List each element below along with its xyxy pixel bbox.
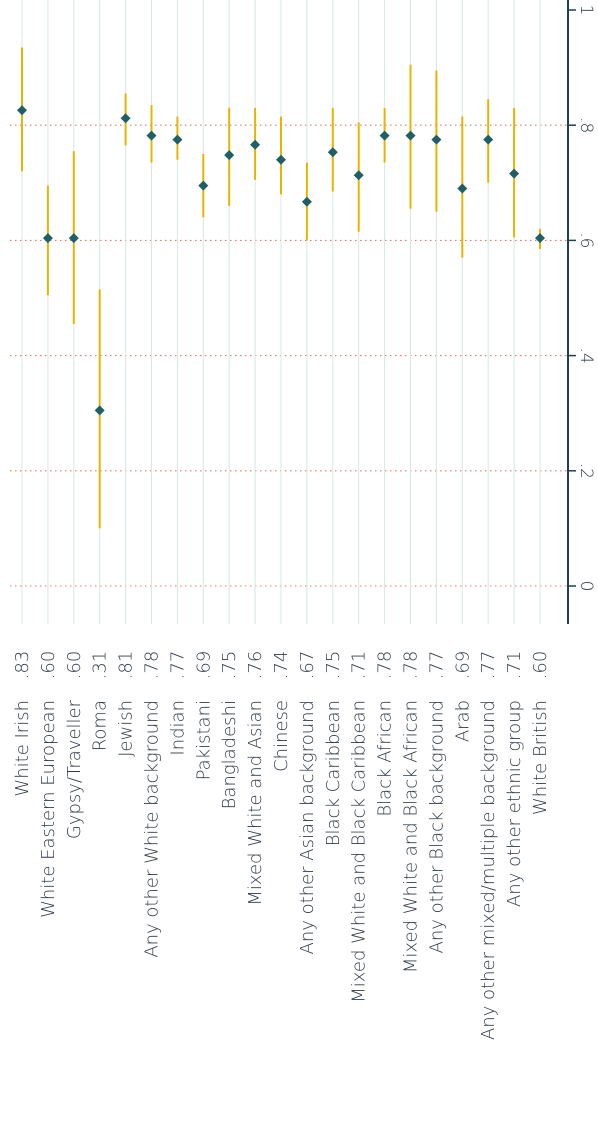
value-label-15: .78 [401,651,422,680]
value-tick-label-3: .6 [576,232,596,248]
point-7 [198,180,209,191]
category-label-1: White Eastern European [38,700,59,918]
point-13 [353,170,364,181]
category-label-10: Chinese [271,700,292,772]
value-label-9: .76 [245,651,266,680]
point-4 [120,113,131,124]
value-tick-label-4: .8 [576,117,596,133]
category-label-0: White Irish [12,700,33,797]
point-19 [509,168,520,179]
point-estimates [17,105,545,416]
category-label-3: Roma [90,700,111,751]
category-label-17: Arab [452,700,473,742]
category-label-14: Black African [375,700,396,817]
value-tick-label-2: .4 [576,347,596,363]
value-tick-label-1: .2 [576,463,596,479]
value-label-2: .60 [64,651,85,680]
value-label-7: .69 [193,651,214,680]
point-0 [17,105,27,116]
category-label-8: Bangladeshi [219,700,240,809]
category-label-19: Any other ethnic group [504,700,525,907]
value-label-16: .77 [426,651,447,680]
value-label-17: .69 [452,651,473,680]
point-2 [68,233,79,244]
point-3 [94,405,105,416]
point-5 [146,130,157,141]
value-label-13: .71 [349,651,370,680]
value-label-1: .60 [38,651,59,680]
point-11 [301,196,312,207]
category-label-11: Any other Asian background [297,700,318,954]
value-label-6: .77 [167,651,188,680]
point-8 [224,150,235,161]
value-label-8: .75 [219,651,240,680]
category-label-15: Mixed White and Black African [401,700,422,973]
category-label-13: Mixed White and Black Caribbean [349,700,370,1003]
point-16 [431,134,442,145]
point-17 [457,183,468,194]
value-label-4: .81 [116,651,137,680]
value-gridlines [10,124,568,587]
category-label-9: Mixed White and Asian [245,700,266,906]
point-6 [172,134,183,145]
category-label-16: Any other Black background [426,700,447,953]
point-20 [535,233,545,244]
category-label-7: Pakistani [193,700,214,780]
value-labels: .83.60.60.31.81.78.77.69.75.76.74.67.75.… [12,651,551,680]
value-tick-label-0: 0 [576,581,596,592]
category-labels: White Irish White Eastern European Gypsy/T… [12,699,551,1040]
value-label-19: .71 [504,651,525,680]
value-label-20: .60 [530,651,551,680]
value-label-0: .83 [12,651,33,680]
point-12 [327,147,338,158]
point-18 [483,134,494,145]
category-label-4: Jewish [116,700,137,757]
value-label-3: .31 [90,651,111,680]
category-label-2: Gypsy/Traveller [64,699,85,839]
point-10 [276,154,286,165]
value-label-5: .78 [142,651,163,680]
value-label-11: .67 [297,651,318,680]
value-tick-label-5: 1 [576,5,596,16]
point-9 [250,139,261,150]
value-label-12: .75 [323,651,344,680]
value-label-10: .74 [271,651,292,680]
point-1 [42,233,53,244]
category-label-20: White British [530,700,551,815]
value-axis: 0 .2 .4 .6 .8 1 [567,0,596,624]
category-label-5: Any other White background [142,700,163,958]
point-14 [379,130,390,141]
value-label-14: .78 [375,651,396,680]
point-15 [405,130,416,141]
category-label-12: Black Caribbean [323,700,344,846]
category-label-6: Indian [167,700,188,756]
value-label-18: .77 [478,651,499,680]
category-label-18: Any other mixed/multiple background [478,700,499,1040]
